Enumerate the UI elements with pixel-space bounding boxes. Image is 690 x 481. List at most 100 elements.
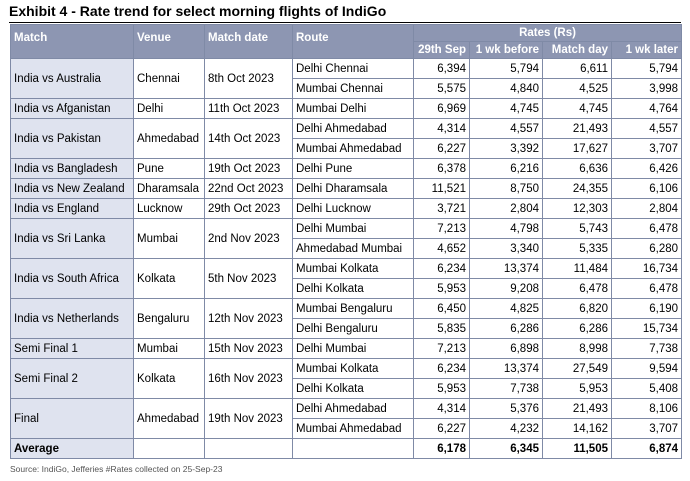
- rate-cell: 4,825: [469, 298, 543, 319]
- venue-cell: Mumbai: [133, 338, 205, 359]
- rate-cell: 6,216: [469, 158, 543, 179]
- table-row: India vs Afganistan Delhi 11th Oct 2023 Mum…: [10, 98, 683, 119]
- route-cell: Mumbai Ahmedabad: [292, 138, 414, 159]
- table-row: Final Ahmedabad 19th Nov 2023 Delhi Ahmedab…: [10, 398, 683, 439]
- rate-cell: 11,484: [542, 258, 612, 279]
- rate-cell: 12,303: [542, 198, 612, 219]
- rate-cell: 6,190: [610, 298, 683, 319]
- rate-cell: 5,335: [542, 238, 612, 259]
- rate-cell: 3,998: [610, 78, 683, 99]
- rate-cell: 2,804: [610, 198, 683, 219]
- table-row: Ahmedabad Mumbai 4,652 3,340 5,335 6,280: [11, 238, 683, 259]
- match-date-cell: 2nd Nov 2023: [204, 218, 293, 259]
- venue-cell: Ahmedabad: [133, 118, 205, 159]
- rate-cell: 6,286: [542, 318, 612, 339]
- header-match: Match: [10, 24, 134, 59]
- route-cell: Delhi Mumbai: [292, 218, 414, 239]
- average-value: 6,178: [413, 438, 470, 459]
- venue-cell: Bengaluru: [133, 298, 205, 339]
- rate-cell: 4,557: [469, 118, 543, 139]
- rate-cell: 6,378: [413, 158, 470, 179]
- table-row: India vs Pakistan Ahmedabad 14th Oct 2023 D…: [10, 118, 683, 159]
- match-date-cell: 16th Nov 2023: [204, 358, 293, 399]
- table-row: India vs Australia Chennai 8th Oct 2023 Del…: [10, 58, 683, 99]
- header-29th-sep: 29th Sep: [413, 41, 470, 59]
- match-date-cell: 15th Nov 2023: [204, 338, 293, 359]
- rate-cell: 6,636: [542, 158, 612, 179]
- rate-cell: 6,227: [413, 418, 470, 439]
- match-cell: India vs Australia: [10, 58, 134, 99]
- route-cell: Mumbai Ahmedabad: [292, 418, 414, 439]
- table-row: India vs Bangladesh Pune 19th Oct 2023 Delh…: [10, 158, 683, 179]
- rate-cell: 6,280: [610, 238, 683, 259]
- rate-cell: 4,745: [542, 98, 612, 119]
- rate-cell: 6,478: [542, 278, 612, 299]
- match-date-cell: 11th Oct 2023: [204, 98, 293, 119]
- rate-cell: 6,106: [610, 178, 683, 199]
- rate-cell: 5,953: [413, 378, 470, 399]
- rate-cell: 4,525: [542, 78, 612, 99]
- rate-cell: 5,953: [413, 278, 470, 299]
- header-1-wk-before: 1 wk before: [469, 41, 543, 59]
- rate-cell: 13,374: [469, 258, 543, 279]
- rate-cell: 6,478: [610, 218, 683, 239]
- match-cell: Final: [10, 398, 134, 439]
- table-row: India vs South Africa Kolkata 5th Nov 2023…: [10, 258, 683, 299]
- table-header: Match Venue Match date Route Rates (Rs) …: [10, 24, 683, 59]
- match-cell: India vs Sri Lanka: [10, 218, 134, 259]
- rate-cell: 4,314: [413, 398, 470, 419]
- route-cell: Mumbai Kolkata: [292, 258, 414, 279]
- rate-cell: 17,627: [542, 138, 612, 159]
- rate-cell: 15,734: [610, 318, 683, 339]
- route-cell: Mumbai Delhi: [292, 98, 414, 119]
- table-row: Mumbai Chennai 5,575 4,840 4,525 3,998: [11, 78, 683, 99]
- rate-cell: 16,734: [610, 258, 683, 279]
- header-1-wk-later: 1 wk later: [610, 41, 683, 59]
- route-cell: Delhi Kolkata: [292, 278, 414, 299]
- rate-cell: 6,286: [469, 318, 543, 339]
- match-date-cell: 22nd Oct 2023: [204, 178, 293, 199]
- match-date-cell: 8th Oct 2023: [204, 58, 293, 99]
- rate-cell: 8,750: [469, 178, 543, 199]
- route-cell: Delhi Bengaluru: [292, 318, 414, 339]
- table-row: Semi Final 1 Mumbai 15th Nov 2023 Delhi Mum…: [10, 338, 683, 359]
- title-rule: [9, 22, 681, 23]
- table-row: India vs England Lucknow 29th Oct 2023 Delh…: [10, 198, 683, 219]
- rate-cell: 21,493: [542, 118, 612, 139]
- match-cell: India vs Pakistan: [10, 118, 134, 159]
- header-match-date: Match date: [204, 24, 293, 59]
- match-date-cell: 29th Oct 2023: [204, 198, 293, 219]
- source-note: Source: IndiGo, Jefferies #Rates collect…: [10, 464, 223, 474]
- empty-cell: [204, 438, 293, 459]
- average-value: 6,874: [610, 438, 683, 459]
- rate-cell: 24,355: [542, 178, 612, 199]
- route-cell: Delhi Kolkata: [292, 378, 414, 399]
- rate-cell: 21,493: [542, 398, 612, 419]
- match-cell: Semi Final 2: [10, 358, 134, 399]
- route-cell: Delhi Dharamsala: [292, 178, 414, 199]
- venue-cell: Kolkata: [133, 258, 205, 299]
- match-cell: India vs New Zealand: [10, 178, 134, 199]
- rate-cell: 5,794: [610, 58, 683, 79]
- header-venue: Venue: [133, 24, 205, 59]
- table-body: India vs Australia Chennai 8th Oct 2023 Del…: [10, 58, 683, 459]
- rate-cell: 9,208: [469, 278, 543, 299]
- rate-cell: 11,521: [413, 178, 470, 199]
- rate-cell: 3,340: [469, 238, 543, 259]
- rate-cell: 7,738: [610, 338, 683, 359]
- rate-cell: 6,450: [413, 298, 470, 319]
- empty-cell: [133, 438, 205, 459]
- match-cell: India vs Netherlands: [10, 298, 134, 339]
- rate-cell: 4,232: [469, 418, 543, 439]
- rate-cell: 5,953: [542, 378, 612, 399]
- rate-cell: 7,738: [469, 378, 543, 399]
- rate-cell: 13,374: [469, 358, 543, 379]
- header-rates-group: Rates (Rs): [412, 24, 683, 42]
- rate-cell: 3,707: [610, 138, 683, 159]
- route-cell: Delhi Lucknow: [292, 198, 414, 219]
- rates-table: Match Venue Match date Route Rates (Rs) …: [10, 24, 683, 459]
- rate-cell: 4,652: [413, 238, 470, 259]
- venue-cell: Ahmedabad: [133, 398, 205, 439]
- average-value: 6,345: [469, 438, 543, 459]
- match-date-cell: 14th Oct 2023: [204, 118, 293, 159]
